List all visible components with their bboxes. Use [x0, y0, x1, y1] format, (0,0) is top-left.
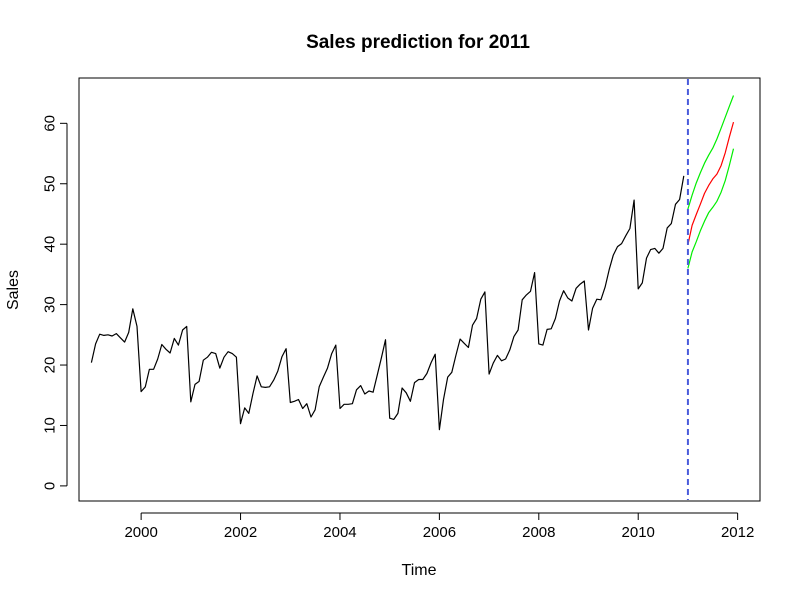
plot-lines — [90, 79, 735, 500]
y-tick-label: 20 — [42, 357, 59, 374]
y-tick-label: 0 — [42, 482, 59, 490]
x-axis-label: Time — [402, 562, 437, 579]
y-axis: 0 10 20 30 40 50 60 — [42, 115, 68, 490]
x-tick-label: 2000 — [124, 524, 157, 541]
series-line-observed — [90, 175, 685, 431]
x-tick-label: 2010 — [622, 524, 655, 541]
x-tick-label: 2006 — [423, 524, 456, 541]
y-tick-label: 30 — [42, 296, 59, 313]
y-tick-label: 40 — [42, 236, 59, 253]
x-tick-label: 2012 — [721, 524, 754, 541]
y-tick-label: 50 — [42, 175, 59, 192]
x-tick-label: 2004 — [323, 524, 356, 541]
series-line-upper-interval — [687, 95, 735, 210]
y-tick-label: 10 — [42, 417, 59, 434]
plot-frame — [78, 77, 761, 502]
series-line-forecast — [687, 121, 735, 245]
y-tick-label: 60 — [42, 115, 59, 132]
chart-title: Sales prediction for 2011 — [306, 32, 530, 53]
x-axis: 2000 2002 2004 2006 2008 2010 2012 — [124, 512, 754, 541]
y-axis-label: Sales — [5, 270, 22, 310]
x-tick-label: 2002 — [224, 524, 257, 541]
x-tick-label: 2008 — [522, 524, 555, 541]
series-line-lower-interval — [687, 148, 735, 269]
